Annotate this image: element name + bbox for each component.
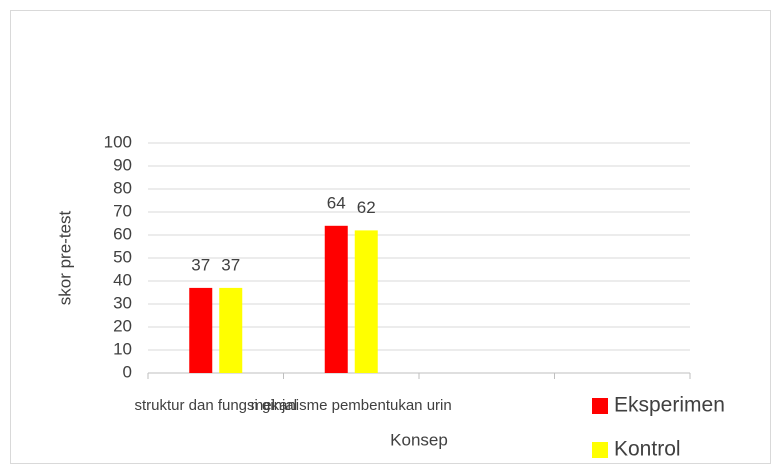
y-tick-label: 20 (113, 316, 132, 335)
legend-swatch (592, 442, 608, 458)
y-tick-label: 30 (113, 293, 132, 312)
y-tick-label: 80 (113, 178, 132, 197)
bar (189, 287, 213, 373)
bar (219, 287, 243, 373)
chart-frame (10, 10, 771, 464)
x-axis-label: Konsep (390, 430, 448, 449)
y-tick-label: 40 (113, 270, 132, 289)
y-tick-label: 0 (123, 362, 132, 381)
data-label: 62 (357, 198, 376, 217)
legend-swatch (592, 398, 608, 414)
y-tick-label: 90 (113, 155, 132, 174)
data-label: 64 (327, 193, 346, 212)
legend-label: Kontrol (614, 438, 681, 461)
y-tick-label: 60 (113, 224, 132, 243)
y-tick-label: 100 (104, 132, 132, 151)
x-tick-label: mekanisme pembentukan urin (251, 397, 452, 414)
legend-label: Eksperimen (614, 394, 725, 417)
data-label: 37 (191, 255, 210, 274)
x-tick-label: struktur dan fungsi ginjal (134, 397, 297, 414)
y-tick-label: 50 (113, 247, 132, 266)
bar (354, 230, 378, 373)
y-axis-label: skor pre-test (55, 210, 74, 305)
bar (324, 225, 348, 373)
data-label: 37 (221, 255, 240, 274)
y-tick-label: 10 (113, 339, 132, 358)
y-tick-label: 70 (113, 201, 132, 220)
